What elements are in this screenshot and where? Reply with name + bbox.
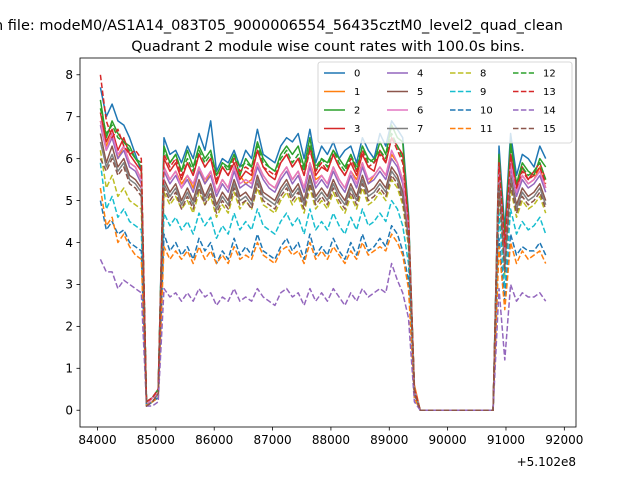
series-line-15 (99, 157, 547, 411)
series-line-10 (99, 200, 547, 411)
figure-suptitle: n file: modeM0/AS1A14_083T05_9000006554_… (0, 18, 563, 34)
y-tick-label: 1 (65, 362, 73, 376)
x-tick-label: 88000 (312, 433, 350, 447)
legend-label-8: 8 (480, 69, 486, 80)
y-tick-label: 4 (65, 236, 73, 250)
y-tick-label: 8 (65, 68, 73, 82)
legend-label-6: 6 (417, 106, 423, 117)
series-layer (99, 74, 547, 411)
x-offset-label: +5.102e8 (517, 455, 576, 469)
legend-label-11: 11 (480, 124, 493, 135)
legend-label-10: 10 (480, 106, 493, 117)
legend-label-5: 5 (417, 87, 423, 98)
y-tick-label: 0 (65, 404, 73, 418)
legend-box (317, 61, 573, 144)
legend-label-3: 3 (354, 124, 360, 135)
x-tick-label: 85000 (137, 433, 175, 447)
legend-label-7: 7 (417, 124, 423, 135)
x-tick-label: 84000 (78, 433, 116, 447)
legend-label-9: 9 (480, 87, 486, 98)
y-tick-label: 7 (65, 110, 73, 124)
legend-label-15: 15 (543, 124, 556, 135)
x-tick-label: 89000 (370, 433, 408, 447)
legend-label-4: 4 (417, 69, 423, 80)
axes-layer: 84000 85000 86000 87000 88000 89000 90000 91000… (65, 57, 583, 447)
x-tick-label: 91000 (487, 433, 525, 447)
y-tick-label: 6 (65, 152, 73, 166)
y-tick-label: 2 (65, 320, 73, 334)
legend-label-2: 2 (354, 106, 360, 117)
x-tick-label: 92000 (545, 433, 583, 447)
legend-label-0: 0 (354, 69, 360, 80)
y-tick-label: 5 (65, 194, 73, 208)
chart-title: Quadrant 2 module wise count rates with … (131, 39, 525, 55)
series-line-11 (99, 187, 547, 411)
legend-label-13: 13 (543, 87, 556, 98)
legend-label-12: 12 (543, 69, 556, 80)
series-line-9 (99, 162, 547, 411)
x-tick-label: 86000 (195, 433, 233, 447)
legend-label-1: 1 (354, 87, 360, 98)
legend-label-14: 14 (543, 106, 556, 117)
x-tick-label: 87000 (253, 433, 291, 447)
x-tick-label: 90000 (429, 433, 467, 447)
y-tick-label: 3 (65, 278, 73, 292)
